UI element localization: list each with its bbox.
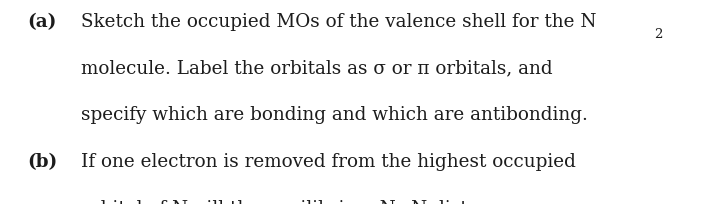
Text: (b): (b): [27, 152, 58, 170]
Text: If one electron is removed from the highest occupied: If one electron is removed from the high…: [81, 152, 575, 170]
Text: specify which are bonding and which are antibonding.: specify which are bonding and which are …: [81, 105, 588, 123]
Text: Sketch the occupied MOs of the valence shell for the N: Sketch the occupied MOs of the valence s…: [81, 13, 596, 31]
Text: , will the equilibrium N−N distance: , will the equilibrium N−N distance: [179, 199, 512, 204]
Text: molecule. Label the orbitals as σ or π orbitals, and: molecule. Label the orbitals as σ or π o…: [81, 60, 552, 78]
Text: (a): (a): [27, 13, 57, 31]
Text: orbital of N: orbital of N: [81, 199, 188, 204]
Text: 2: 2: [654, 28, 663, 41]
